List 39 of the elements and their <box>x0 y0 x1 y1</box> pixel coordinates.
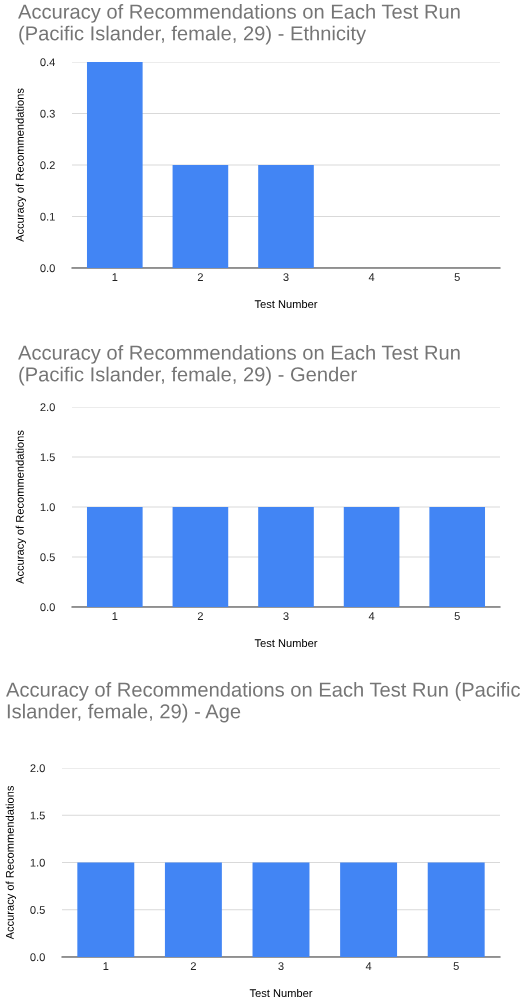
x-axis-title: Test Number <box>254 638 318 648</box>
x-tick-label: 3 <box>278 962 284 971</box>
y-tick-label: 0.5 <box>40 553 55 562</box>
y-axis-title: Accuracy of Recommendations <box>15 430 26 584</box>
x-tick-label: 3 <box>283 273 289 282</box>
y-tick-label: 0.4 <box>40 58 56 67</box>
y-tick-label: 2.0 <box>40 403 55 412</box>
y-tick-label: 0.3 <box>40 109 55 118</box>
y-tick-label: 0.2 <box>40 161 55 170</box>
x-tick-label: 5 <box>453 962 459 971</box>
chart-title: Accuracy of Recommendations on Each Test Run (Pacific Islander, female, 29) - Gender <box>18 345 460 386</box>
x-tick-label: 5 <box>454 273 460 282</box>
y-tick-label: 1.0 <box>40 503 55 512</box>
y-axis-title: Accuracy of Recommendations <box>15 88 26 242</box>
y-tick-label: 0.5 <box>30 906 45 914</box>
x-tick-label: 2 <box>190 962 196 970</box>
x-tick-label: 1 <box>112 612 118 620</box>
x-tick-label: 4 <box>368 612 375 620</box>
x-tick-label: 2 <box>197 612 203 620</box>
x-tick-label: 4 <box>368 273 375 281</box>
y-tick-label: 0.1 <box>40 212 55 221</box>
x-tick-label: 2 <box>197 273 203 281</box>
x-tick-label: 1 <box>112 273 118 281</box>
chart-title: Accuracy of Recommendations on Each Test Run (Pacific Islander, female, 29) - Age <box>6 682 520 723</box>
x-axis-title: Test Number <box>254 299 318 309</box>
y-tick-label: 0.0 <box>30 953 45 962</box>
y-tick-label: 1.5 <box>30 811 45 820</box>
x-tick-label: 5 <box>454 612 460 621</box>
y-tick-label: 0.0 <box>40 264 55 273</box>
x-tick-label: 1 <box>103 962 109 970</box>
y-tick-label: 1.5 <box>40 453 55 462</box>
x-tick-label: 3 <box>283 612 289 621</box>
y-tick-label: 0.0 <box>40 603 55 612</box>
y-tick-label: 1.0 <box>30 858 45 867</box>
x-tick-label: 4 <box>365 962 372 970</box>
y-axis-title: Accuracy of Recommendations <box>5 786 16 940</box>
y-tick-label: 2.0 <box>30 764 45 773</box>
chart-title: Accuracy of Recommendations on Each Test Run (Pacific Islander, female, 29) - Ethnicity <box>18 4 460 45</box>
x-axis-title: Test Number <box>249 988 313 998</box>
